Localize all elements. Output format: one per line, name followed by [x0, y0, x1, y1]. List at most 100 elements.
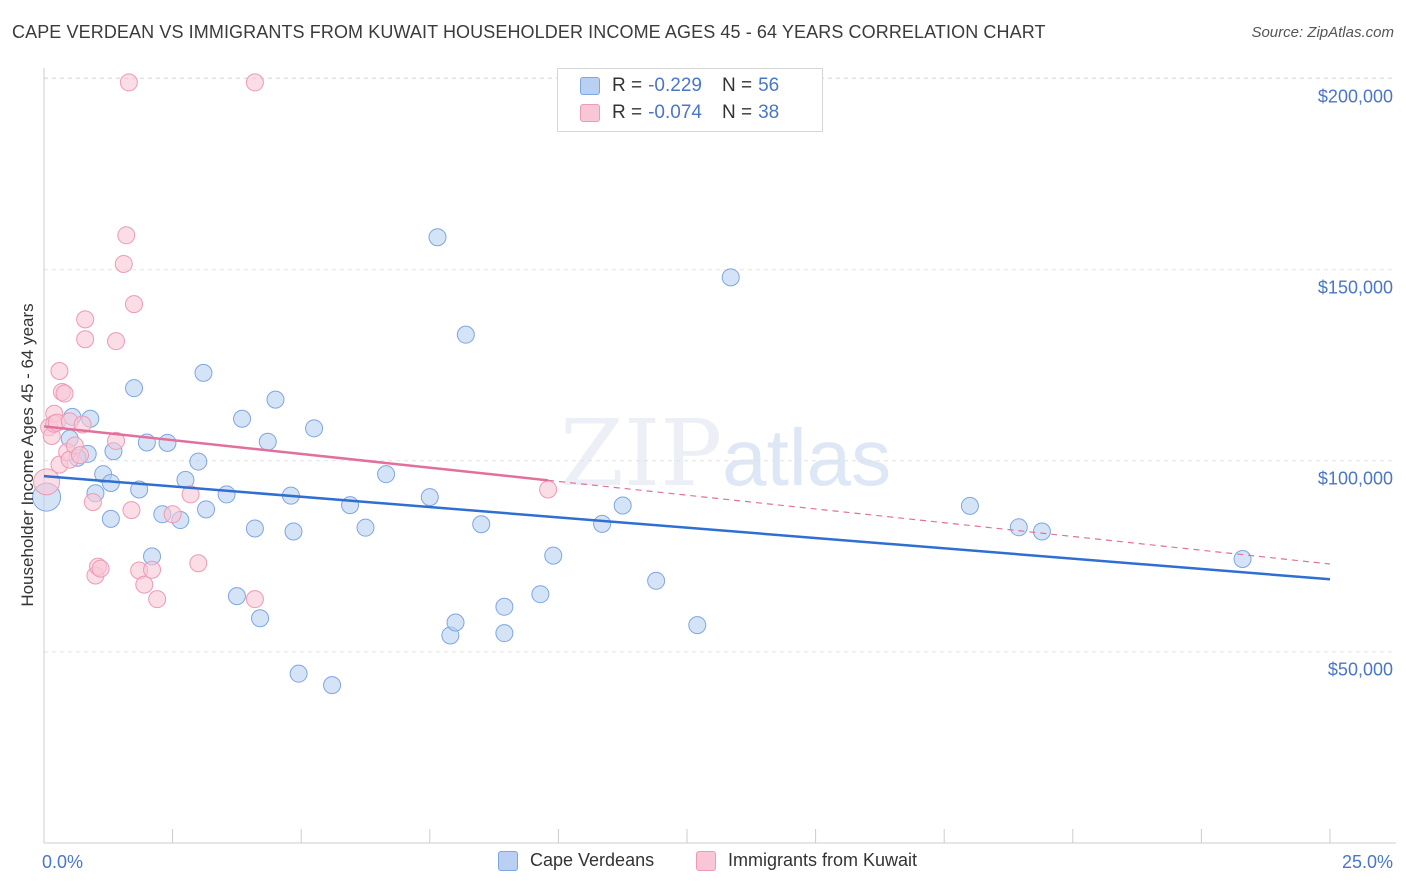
data-point	[148, 590, 167, 609]
data-point	[495, 597, 514, 616]
data-point	[377, 465, 396, 484]
x-tick-label-min: 0.0%	[42, 852, 84, 872]
legend-row-cape-verdeans: R = -0.229 N = 56	[580, 73, 779, 99]
y-tick-label: $100,000	[1317, 468, 1393, 489]
y-tick-label: $200,000	[1317, 86, 1393, 107]
trend-line	[43, 474, 1331, 581]
y-tick-label: $50,000	[1327, 659, 1393, 680]
legend-swatch-pink	[580, 104, 600, 122]
data-point	[158, 433, 177, 452]
trend-line-dashed	[548, 479, 1331, 565]
legend-swatch-blue	[580, 77, 600, 95]
data-point	[446, 613, 465, 632]
data-point	[125, 295, 144, 314]
data-point	[101, 509, 120, 528]
data-point	[289, 664, 308, 683]
correlation-legend: R = -0.229 N = 56 R = -0.074 N = 38	[557, 68, 823, 132]
gridlines	[44, 77, 1396, 653]
data-point	[721, 268, 740, 287]
trend-lines	[43, 425, 1331, 581]
data-point	[50, 361, 69, 380]
legend-row-immigrants-from-kuwait: R = -0.074 N = 38	[580, 100, 779, 126]
data-point	[71, 446, 90, 465]
data-point	[472, 515, 491, 534]
data-point	[456, 325, 475, 344]
legend-swatch-blue	[498, 850, 518, 871]
data-point	[117, 226, 136, 245]
y-tick-label: $150,000	[1317, 277, 1393, 298]
data-point	[323, 676, 342, 695]
data-point	[217, 485, 236, 504]
x-tick-label-max: 25.0%	[1341, 852, 1393, 872]
data-point	[119, 73, 138, 92]
data-point	[251, 609, 270, 628]
watermark-zip: ZIP	[560, 400, 723, 507]
chart-title: CAPE VERDEAN VS IMMIGRANTS FROM KUWAIT H…	[12, 22, 1046, 42]
data-point	[428, 228, 447, 247]
data-point	[613, 496, 632, 515]
legend-item-label: Cape Verdeans	[530, 850, 655, 870]
legend-r-value: -0.229	[648, 75, 702, 96]
legend-r-value: -0.074	[648, 102, 702, 123]
data-point	[1009, 518, 1028, 537]
data-point	[76, 310, 95, 329]
data-point	[73, 415, 92, 434]
data-point	[76, 330, 95, 349]
watermark-atlas: atlas	[722, 413, 892, 502]
data-point	[55, 384, 74, 403]
legend-r-label: R =	[612, 102, 643, 123]
data-point	[495, 624, 514, 643]
data-point	[233, 409, 252, 428]
data-point	[189, 452, 208, 471]
data-point	[122, 501, 141, 520]
data-point	[83, 493, 102, 512]
data-point	[194, 363, 213, 382]
data-point	[688, 616, 707, 635]
data-point	[245, 590, 264, 609]
legend-item-cape-verdeans[interactable]: Cape Verdeans	[498, 850, 654, 871]
data-point	[356, 518, 375, 537]
watermark: ZIPatlas	[560, 400, 891, 507]
legend-n-value: 56	[758, 75, 780, 96]
legend-n-label: N =	[721, 102, 753, 123]
data-point	[114, 254, 133, 273]
data-point	[1032, 522, 1051, 541]
series-immigrants-from-kuwait	[33, 73, 558, 609]
data-point	[125, 379, 144, 398]
data-point	[91, 559, 110, 578]
data-point	[305, 419, 324, 438]
legend-item-immigrants-from-kuwait[interactable]: Immigrants from Kuwait	[696, 850, 917, 871]
data-point	[593, 514, 612, 533]
data-point	[135, 575, 154, 594]
data-point	[197, 500, 216, 519]
data-point	[539, 480, 558, 499]
data-point	[266, 390, 285, 409]
data-point	[531, 585, 550, 604]
source-label: Source: ZipAtlas.com	[1251, 24, 1394, 41]
data-point	[420, 488, 439, 507]
axes	[43, 68, 1396, 844]
data-point	[227, 587, 246, 606]
y-axis-label: Householder Income Ages 45 - 64 years	[18, 303, 37, 607]
data-point	[960, 496, 979, 515]
data-point	[284, 522, 303, 541]
data-point	[107, 332, 126, 351]
data-point	[245, 519, 264, 538]
data-point	[544, 546, 563, 565]
trend-line-solid	[43, 425, 549, 482]
legend-n-label: N =	[721, 75, 753, 96]
data-point	[33, 468, 61, 496]
data-point	[647, 571, 666, 590]
data-point	[143, 560, 162, 579]
data-point	[163, 505, 182, 524]
data-point	[107, 431, 126, 450]
legend-n-value: 38	[758, 102, 780, 123]
legend-r-label: R =	[612, 75, 643, 96]
legend-swatch-pink	[696, 850, 716, 871]
data-point	[258, 432, 277, 451]
data-point	[189, 554, 208, 573]
data-point	[1233, 550, 1252, 569]
data-point	[245, 73, 264, 92]
data-point	[181, 485, 200, 504]
